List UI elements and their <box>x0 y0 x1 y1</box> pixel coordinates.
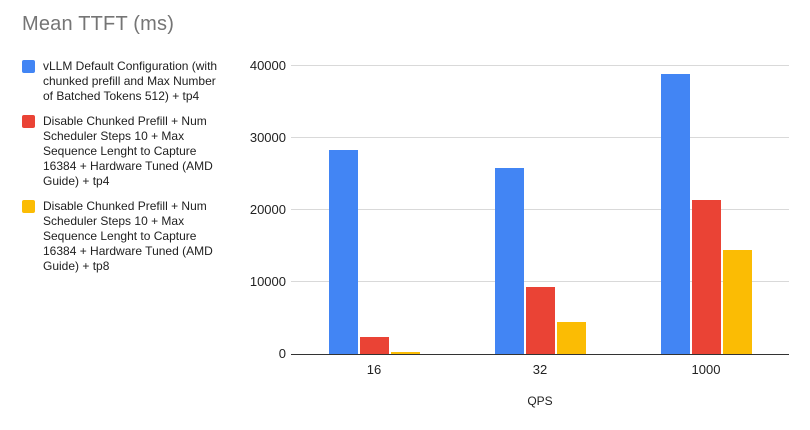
legend-label: vLLM Default Configuration (with chunked… <box>43 59 218 103</box>
y-tick-label-0: 0 <box>278 346 286 361</box>
x-tick-label-32: 32 <box>532 362 548 377</box>
x-axis-labels: 16 32 1000 <box>291 362 789 377</box>
gridline-20000 <box>291 209 789 210</box>
bar-series1-qps-16 <box>328 149 358 354</box>
bar-group-qps-32 <box>457 66 623 354</box>
gridline-40000 <box>291 65 789 66</box>
bar-group-qps-1000 <box>623 66 789 354</box>
legend-swatch-yellow-icon <box>22 200 35 213</box>
y-tick-label-20000: 20000 <box>249 202 286 217</box>
x-axis-title: QPS <box>527 394 553 408</box>
bar-series3-qps-32 <box>556 322 586 354</box>
y-tick-label-30000: 30000 <box>249 130 286 145</box>
legend-item-tuned-tp4: Disable Chunked Prefill + Num Scheduler … <box>22 114 227 189</box>
bar-series2-qps-32 <box>525 287 555 354</box>
y-axis-labels: 0 10000 20000 30000 40000 <box>0 0 286 430</box>
legend-label: Disable Chunked Prefill + Num Scheduler … <box>43 114 213 188</box>
chart-legend: vLLM Default Configuration (with chunked… <box>22 59 227 284</box>
x-tick-label-16: 16 <box>366 362 382 377</box>
bar-series3-qps-16 <box>390 352 420 354</box>
bar-series1-qps-32 <box>494 168 524 354</box>
x-tick-label-1000: 1000 <box>691 362 721 377</box>
gridline-30000 <box>291 137 789 138</box>
gridline-10000 <box>291 281 789 282</box>
legend-item-default-config: vLLM Default Configuration (with chunked… <box>22 59 227 104</box>
legend-swatch-blue-icon <box>22 60 35 73</box>
legend-swatch-red-icon <box>22 115 35 128</box>
y-tick-label-40000: 40000 <box>249 58 286 73</box>
bar-group-qps-16 <box>291 66 457 354</box>
bar-series3-qps-1000 <box>722 250 752 354</box>
plot-area <box>291 65 789 355</box>
x-axis-line <box>291 354 789 355</box>
y-tick-label-10000: 10000 <box>249 274 286 289</box>
legend-item-tuned-tp8: Disable Chunked Prefill + Num Scheduler … <box>22 199 227 274</box>
bar-series1-qps-1000 <box>660 73 690 354</box>
bar-series2-qps-16 <box>359 337 389 354</box>
legend-label: Disable Chunked Prefill + Num Scheduler … <box>43 199 213 273</box>
bar-series2-qps-1000 <box>691 199 721 354</box>
chart-title: Mean TTFT (ms) <box>22 13 175 35</box>
